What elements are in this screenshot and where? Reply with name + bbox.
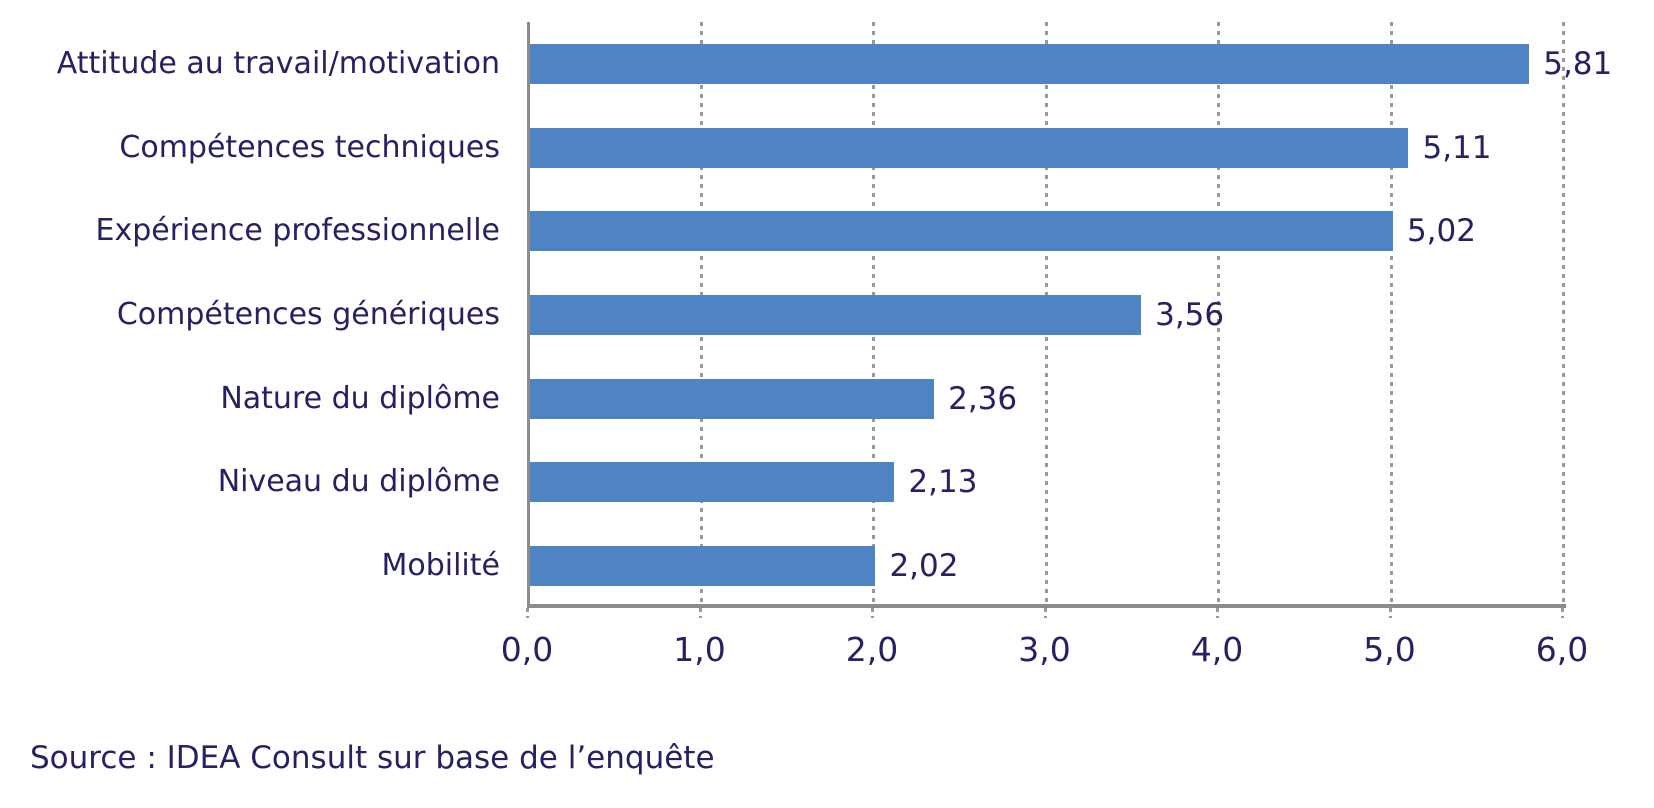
x-axis-tick [698,608,702,618]
x-axis-tick-label: 1,0 [673,630,726,669]
x-axis-tick-label: 4,0 [1190,630,1244,669]
category-label: Expérience professionnelle [95,213,501,249]
value-label: 5,11 [1422,129,1492,166]
x-axis-tick [871,608,874,618]
gridline [1389,22,1393,604]
x-axis-tick [526,608,529,618]
gridline [1217,22,1220,604]
bar [530,546,876,587]
x-axis-tick [1043,608,1047,618]
value-label: 2,02 [889,548,959,585]
x-axis-tick-label: 0,0 [500,630,554,669]
value-label: 2,36 [948,380,1018,417]
value-label: 5,02 [1406,213,1476,250]
category-label: Mobilité [381,548,500,584]
x-axis-tick-label: 6,0 [1535,630,1589,669]
source-note: Source : IDEA Consult sur base de l’enqu… [30,740,715,776]
value-label: 3,56 [1155,297,1225,333]
x-axis-tick [1561,608,1564,618]
category-label: Niveau du diplôme [217,464,500,500]
bar [530,295,1142,335]
x-axis-tick [1216,608,1219,618]
x-axis-tick-label: 2,0 [845,630,899,669]
bar [530,211,1393,252]
category-label: Compétences génériques [116,297,500,332]
value-label: 2,13 [908,464,978,501]
x-axis-tick-label: 5,0 [1363,630,1416,669]
value-label: 5,81 [1543,45,1613,82]
x-axis-tick-label: 3,0 [1018,630,1071,669]
bar [530,127,1409,168]
category-label: Attitude au travail/motivation [56,45,500,81]
gridline [1562,22,1565,604]
bar [530,378,935,419]
category-label: Compétences techniques [119,129,500,165]
category-label: Nature du diplôme [220,380,500,416]
bar [530,43,1530,84]
x-axis-tick [1388,608,1392,618]
bar [530,462,895,503]
